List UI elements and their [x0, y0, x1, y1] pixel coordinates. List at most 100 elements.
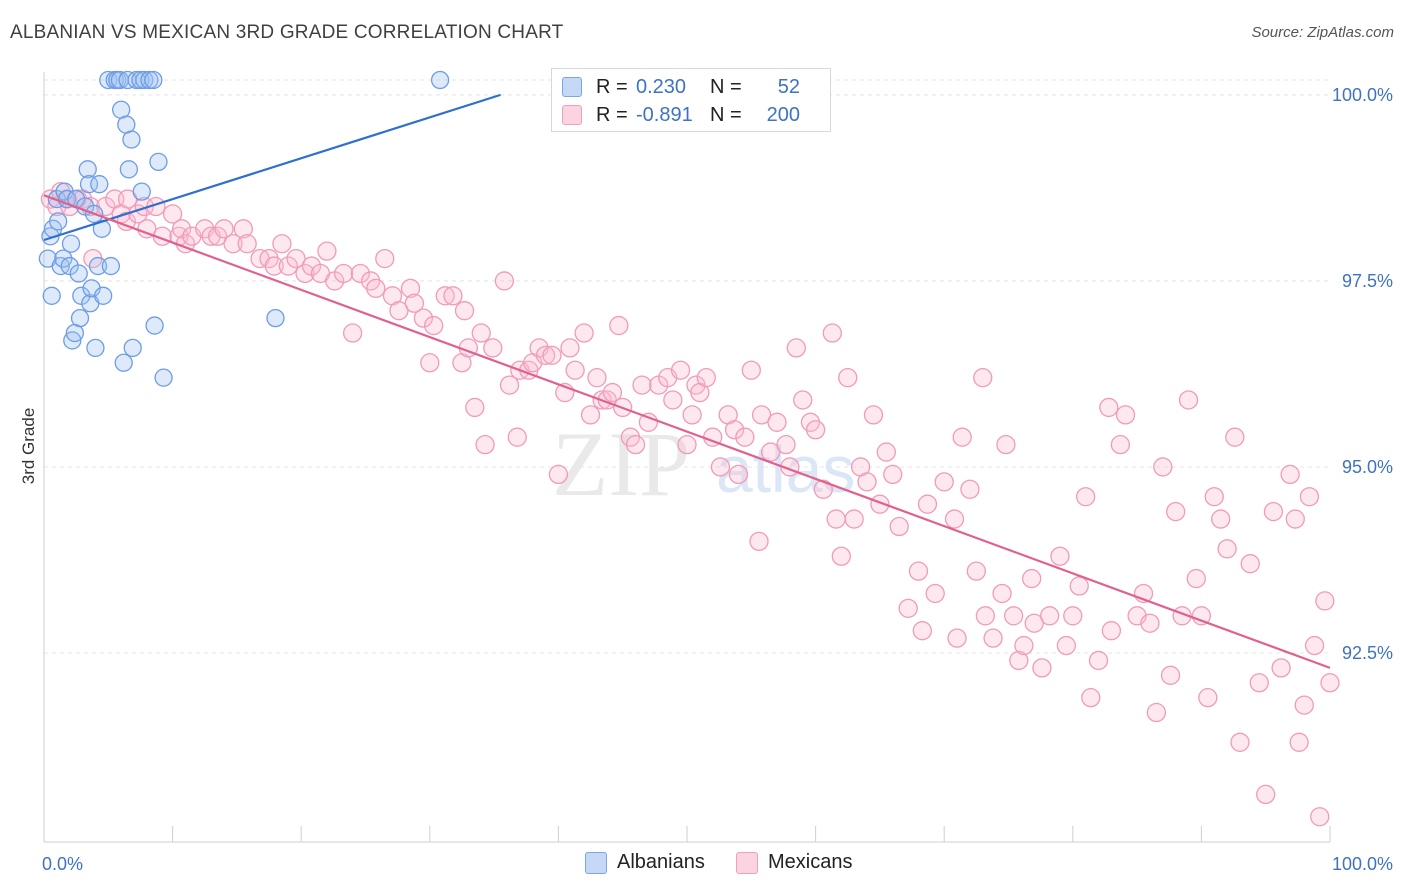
mexicans-point-53 [420, 353, 440, 373]
tick-labels: 92.5% 95.0% 97.5% 100.0% 0.0% 100.0% [42, 85, 1393, 874]
mexicans-point-61 [471, 323, 491, 343]
mexicans-point-129 [908, 561, 929, 581]
mexicans-point-157 [1088, 650, 1109, 671]
albanians-point-45 [140, 70, 159, 90]
mexicans-point-103 [735, 427, 755, 447]
albanians-point-28 [94, 286, 113, 305]
albanians-point-5 [48, 212, 68, 231]
mexicans-point-187 [1294, 695, 1314, 715]
mexicans-point-117 [826, 509, 846, 529]
albanians-point-49 [154, 368, 173, 387]
mexicans-point-126 [883, 464, 903, 485]
mexicans-point-150 [1040, 606, 1060, 626]
mexicans-point-153 [1063, 606, 1083, 626]
r-label: R = [596, 103, 628, 126]
mexicans-point-178 [1230, 732, 1250, 752]
x-tick-label-1: 100.0% [1332, 854, 1393, 874]
mexicans-point-146 [1014, 635, 1034, 656]
mexicans-point-21 [171, 219, 192, 239]
mexicans-point-29 [233, 219, 253, 239]
mexicans-point-158 [1099, 397, 1119, 418]
mexicans-point-47 [375, 248, 395, 269]
albanians-point-20 [79, 175, 99, 194]
mexicans-point-188 [1299, 487, 1320, 507]
mexicans-point-170 [1178, 390, 1199, 410]
albanians-point-7 [54, 249, 73, 268]
mexicans-point-88 [638, 412, 659, 432]
albanians-trend-line [43, 93, 501, 242]
mexicans-point-105 [749, 531, 769, 552]
mexicans-point-124 [870, 494, 890, 514]
mexicans-point-140 [975, 606, 996, 626]
r-value-mexicans: -0.891 [636, 103, 693, 126]
mexicans-point-63 [483, 338, 503, 358]
mexicans-point-109 [776, 434, 796, 455]
mexicans-point-186 [1289, 732, 1309, 752]
r-label: R = [596, 75, 628, 98]
albanians-point-48 [149, 152, 168, 172]
mexicans-point-172 [1191, 606, 1212, 626]
mexicans-point-54 [424, 315, 444, 336]
mexicans-trend-line [43, 194, 1331, 669]
mexicans-point-27 [214, 219, 234, 239]
mexicans-point-118 [831, 546, 851, 566]
mexicans-point-156 [1081, 687, 1101, 708]
mexicans-point-79 [587, 368, 607, 388]
mexicans-point-33 [264, 256, 284, 276]
mexicans-point-43 [342, 323, 363, 343]
albanians-point-43 [132, 182, 151, 201]
mexicans-legend-swatch [736, 851, 758, 874]
mexicans-point-83 [609, 315, 629, 336]
mexicans-point-145 [1009, 650, 1029, 671]
mexicans-point-167 [1160, 665, 1181, 685]
mexicans-point-173 [1198, 687, 1218, 708]
r-value-albanians: 0.230 [636, 75, 687, 98]
mexicans-point-144 [1003, 606, 1024, 626]
mexicans-point-34 [272, 234, 292, 254]
mexicans-point-82 [602, 382, 623, 403]
legend-row-albanians: R = 0.230 N = 52 [562, 73, 800, 101]
albanians-point-27 [92, 219, 112, 238]
legend-label-albanians: Albanians [617, 851, 705, 873]
albanians-point-51 [430, 70, 450, 90]
mexicans-point-155 [1076, 487, 1096, 507]
mexicans-point-165 [1146, 702, 1167, 723]
mexicans-point-181 [1256, 784, 1276, 805]
y-tick-label-3: 100.0% [1332, 85, 1393, 105]
mexicans-point-135 [947, 628, 967, 648]
mexicans-point-115 [813, 479, 833, 499]
n-value-mexicans: 200 [766, 103, 800, 126]
mexicans-point-72 [542, 345, 562, 365]
mexicans-point-125 [876, 442, 896, 462]
mexicans-point-60 [465, 397, 485, 418]
mexicans-point-30 [237, 234, 257, 254]
mexicans-point-19 [162, 204, 183, 224]
n-label: N = [710, 103, 742, 126]
mexicans-point-166 [1153, 457, 1173, 477]
albanians-point-11 [61, 234, 81, 253]
mexicans-point-191 [1315, 591, 1335, 611]
mexicans-point-101 [724, 420, 745, 440]
mexicans-point-94 [682, 405, 702, 425]
mexicans-point-122 [857, 472, 877, 492]
albanians-point-50 [266, 308, 285, 328]
legend-item-mexicans: Mexicans [736, 851, 852, 874]
albanians-point-24 [86, 338, 105, 358]
mexicans-point-71 [535, 345, 556, 365]
albanians-point-25 [88, 256, 108, 276]
source-credit: Source: ZipAtlas.com [1251, 24, 1394, 41]
legend-item-albanians: Albanians [585, 851, 705, 874]
albanians-point-47 [145, 316, 164, 335]
mexicans-point-147 [1021, 568, 1042, 589]
mexicans-point-76 [565, 360, 585, 380]
mexicans-point-174 [1204, 487, 1224, 507]
mexicans-point-161 [1115, 405, 1136, 425]
mexicans-point-51 [404, 293, 425, 313]
mexicans-point-175 [1211, 509, 1231, 529]
mexicans-point-112 [793, 390, 813, 410]
mexicans-point-190 [1310, 807, 1330, 827]
albanians-point-46 [144, 70, 163, 90]
mexicans-point-55 [435, 286, 455, 306]
mexicans-point-36 [286, 248, 306, 269]
